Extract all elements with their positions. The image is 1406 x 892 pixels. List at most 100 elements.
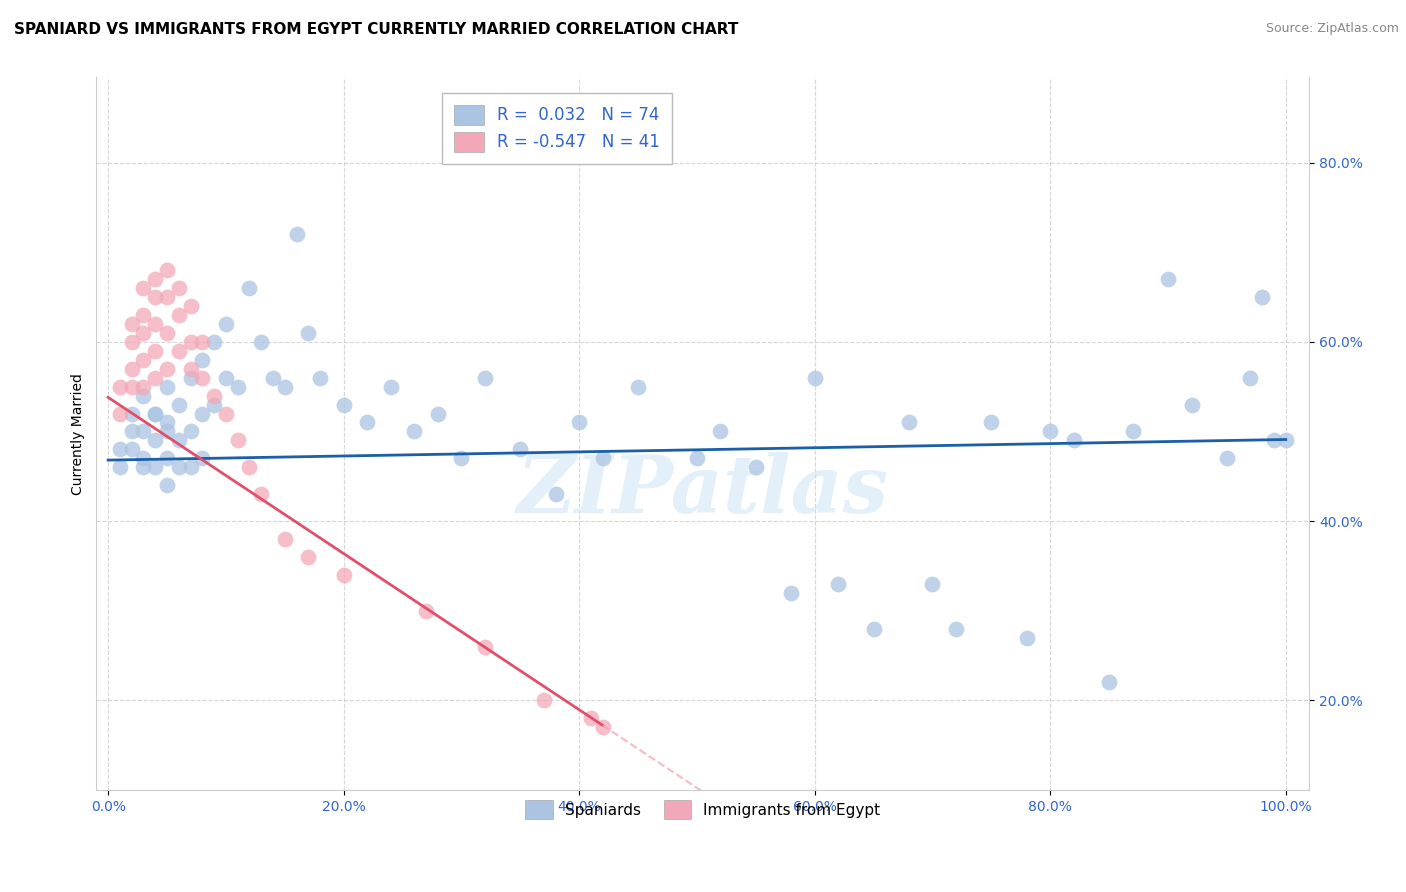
Point bbox=[143, 290, 166, 304]
Point bbox=[132, 352, 155, 367]
Point bbox=[356, 416, 378, 430]
Y-axis label: Currently Married: Currently Married bbox=[72, 373, 86, 494]
Point bbox=[156, 263, 179, 277]
Point bbox=[297, 326, 319, 340]
Point bbox=[1157, 272, 1180, 286]
Point bbox=[404, 425, 426, 439]
Point bbox=[1251, 290, 1274, 304]
Point bbox=[426, 407, 449, 421]
Point bbox=[238, 281, 260, 295]
Point bbox=[226, 379, 249, 393]
Point bbox=[167, 398, 190, 412]
Point bbox=[191, 352, 214, 367]
Point bbox=[156, 326, 179, 340]
Point bbox=[180, 334, 202, 349]
Point bbox=[450, 451, 472, 466]
Point bbox=[132, 451, 155, 466]
Point bbox=[862, 622, 884, 636]
Point bbox=[262, 370, 284, 384]
Point bbox=[156, 478, 179, 492]
Point bbox=[627, 379, 650, 393]
Point bbox=[686, 451, 709, 466]
Point bbox=[191, 451, 214, 466]
Point bbox=[215, 317, 238, 331]
Point bbox=[332, 567, 354, 582]
Point bbox=[544, 487, 567, 501]
Point bbox=[745, 460, 768, 475]
Point bbox=[180, 361, 202, 376]
Point bbox=[803, 370, 825, 384]
Point bbox=[143, 317, 166, 331]
Point bbox=[132, 425, 155, 439]
Point bbox=[143, 434, 166, 448]
Point bbox=[191, 370, 214, 384]
Point bbox=[156, 361, 179, 376]
Point bbox=[143, 343, 166, 358]
Point bbox=[156, 416, 179, 430]
Point bbox=[897, 416, 920, 430]
Point bbox=[121, 379, 143, 393]
Point bbox=[180, 425, 202, 439]
Point bbox=[143, 407, 166, 421]
Point bbox=[332, 398, 354, 412]
Point bbox=[568, 416, 591, 430]
Point bbox=[132, 460, 155, 475]
Point bbox=[121, 442, 143, 457]
Point bbox=[250, 487, 273, 501]
Point bbox=[1015, 631, 1038, 645]
Text: ZIPatlas: ZIPatlas bbox=[517, 452, 889, 530]
Point bbox=[202, 334, 225, 349]
Point bbox=[215, 407, 238, 421]
Point bbox=[143, 370, 166, 384]
Point bbox=[143, 272, 166, 286]
Point bbox=[180, 299, 202, 313]
Point bbox=[121, 407, 143, 421]
Point bbox=[1180, 398, 1202, 412]
Text: Source: ZipAtlas.com: Source: ZipAtlas.com bbox=[1265, 22, 1399, 36]
Point bbox=[1122, 425, 1144, 439]
Point bbox=[132, 379, 155, 393]
Point bbox=[132, 308, 155, 322]
Point bbox=[592, 451, 614, 466]
Point bbox=[132, 388, 155, 402]
Point bbox=[108, 460, 131, 475]
Point bbox=[167, 308, 190, 322]
Point bbox=[121, 317, 143, 331]
Point bbox=[202, 388, 225, 402]
Point bbox=[1239, 370, 1261, 384]
Point bbox=[1063, 434, 1085, 448]
Point bbox=[156, 379, 179, 393]
Point bbox=[921, 576, 943, 591]
Point bbox=[274, 532, 297, 546]
Point bbox=[132, 281, 155, 295]
Text: SPANIARD VS IMMIGRANTS FROM EGYPT CURRENTLY MARRIED CORRELATION CHART: SPANIARD VS IMMIGRANTS FROM EGYPT CURREN… bbox=[14, 22, 738, 37]
Point bbox=[250, 334, 273, 349]
Point bbox=[380, 379, 402, 393]
Point bbox=[180, 370, 202, 384]
Point bbox=[156, 451, 179, 466]
Point bbox=[121, 361, 143, 376]
Point bbox=[592, 720, 614, 734]
Point bbox=[780, 586, 803, 600]
Point bbox=[509, 442, 531, 457]
Point bbox=[143, 460, 166, 475]
Point bbox=[167, 281, 190, 295]
Point bbox=[1263, 434, 1285, 448]
Point bbox=[474, 640, 496, 654]
Point bbox=[709, 425, 731, 439]
Point bbox=[143, 407, 166, 421]
Point bbox=[167, 434, 190, 448]
Point bbox=[415, 604, 437, 618]
Point bbox=[156, 425, 179, 439]
Point bbox=[274, 379, 297, 393]
Point bbox=[202, 398, 225, 412]
Point bbox=[474, 370, 496, 384]
Point bbox=[309, 370, 332, 384]
Point bbox=[533, 693, 555, 707]
Point bbox=[945, 622, 967, 636]
Point bbox=[1274, 434, 1296, 448]
Point bbox=[180, 460, 202, 475]
Point bbox=[1216, 451, 1239, 466]
Point bbox=[108, 379, 131, 393]
Point bbox=[238, 460, 260, 475]
